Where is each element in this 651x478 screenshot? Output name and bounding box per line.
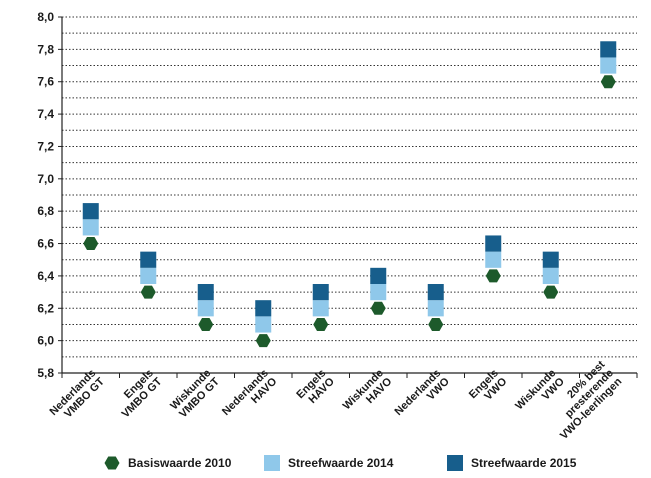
marker-streefwaarde-2014 [600, 57, 617, 74]
y-tick-label: 6,0 [37, 334, 54, 348]
marker-basiswaarde-2010 [428, 317, 444, 331]
y-tick-label: 7,4 [37, 107, 54, 121]
x-tick-label: NederlandsVWO [393, 367, 453, 427]
x-tick-label: WiskundeVMBO GT [168, 367, 222, 421]
marker-basiswaarde-2010 [255, 334, 271, 348]
marker-streefwaarde-2015 [542, 251, 559, 268]
marker-streefwaarde-2014 [140, 267, 157, 284]
marker-streefwaarde-2015 [600, 41, 617, 58]
legend-marker-streefwaarde-2015 [447, 455, 463, 471]
marker-streefwaarde-2015 [197, 284, 214, 301]
y-tick-label: 6,4 [37, 269, 54, 283]
legend-label: Streefwaarde 2015 [471, 456, 577, 470]
marker-streefwaarde-2014 [370, 284, 387, 301]
legend-marker-basiswaarde-2010 [104, 456, 120, 470]
x-tick-label: WiskundeVWO [513, 367, 567, 421]
y-tick-label: 6,6 [37, 237, 54, 251]
x-tick-labels: NederlandsVMBO GT EngelsVMBO GT WiskundeVM… [48, 358, 625, 442]
marker-basiswaarde-2010 [83, 237, 99, 251]
marker-basiswaarde-2010 [600, 75, 616, 89]
y-tick-label: 6,8 [37, 204, 54, 218]
x-tick-label: NederlandsVMBO GT [48, 367, 108, 427]
x-tick-label: NederlandsHAVO [220, 367, 280, 427]
marker-streefwaarde-2014 [82, 219, 99, 236]
gridlines [62, 16, 637, 358]
legend-label: Basiswaarde 2010 [128, 456, 232, 470]
marker-streefwaarde-2014 [255, 316, 272, 333]
marker-basiswaarde-2010 [313, 317, 329, 331]
marker-streefwaarde-2014 [427, 300, 444, 317]
data-marks [82, 41, 617, 348]
legend: Basiswaarde 2010 Streefwaarde 2014 Streefw… [104, 455, 577, 471]
marker-streefwaarde-2015 [82, 203, 99, 220]
marker-streefwaarde-2015 [255, 300, 272, 317]
marker-streefwaarde-2015 [485, 235, 502, 252]
marker-streefwaarde-2015 [427, 284, 444, 301]
marker-basiswaarde-2010 [198, 317, 214, 331]
marker-streefwaarde-2014 [542, 267, 559, 284]
y-tick-label: 7,8 [37, 42, 54, 56]
marker-streefwaarde-2014 [197, 300, 214, 317]
marker-streefwaarde-2014 [312, 300, 329, 317]
marker-basiswaarde-2010 [543, 285, 559, 299]
axes [58, 16, 638, 378]
legend-label: Streefwaarde 2014 [288, 456, 394, 470]
y-tick-label: 7,6 [37, 75, 54, 89]
marker-basiswaarde-2010 [370, 301, 386, 315]
marker-streefwaarde-2015 [140, 251, 157, 268]
y-tick-label: 7,2 [37, 139, 54, 153]
y-tick-label: 5,8 [37, 366, 54, 380]
marker-basiswaarde-2010 [485, 269, 501, 283]
marker-basiswaarde-2010 [140, 285, 156, 299]
x-tick-label: WiskundeHAVO [341, 367, 395, 421]
y-tick-label: 6,2 [37, 301, 54, 315]
y-tick-labels: 5,8 6,0 6,2 6,4 6,6 6,8 7,0 7,2 7,4 7,6 7,8 8,0 [37, 10, 54, 380]
legend-marker-streefwaarde-2014 [264, 455, 280, 471]
marker-streefwaarde-2015 [312, 284, 329, 301]
marker-streefwaarde-2015 [370, 267, 387, 284]
y-tick-label: 8,0 [37, 10, 54, 24]
marker-streefwaarde-2014 [485, 251, 502, 268]
y-tick-label: 7,0 [37, 172, 54, 186]
